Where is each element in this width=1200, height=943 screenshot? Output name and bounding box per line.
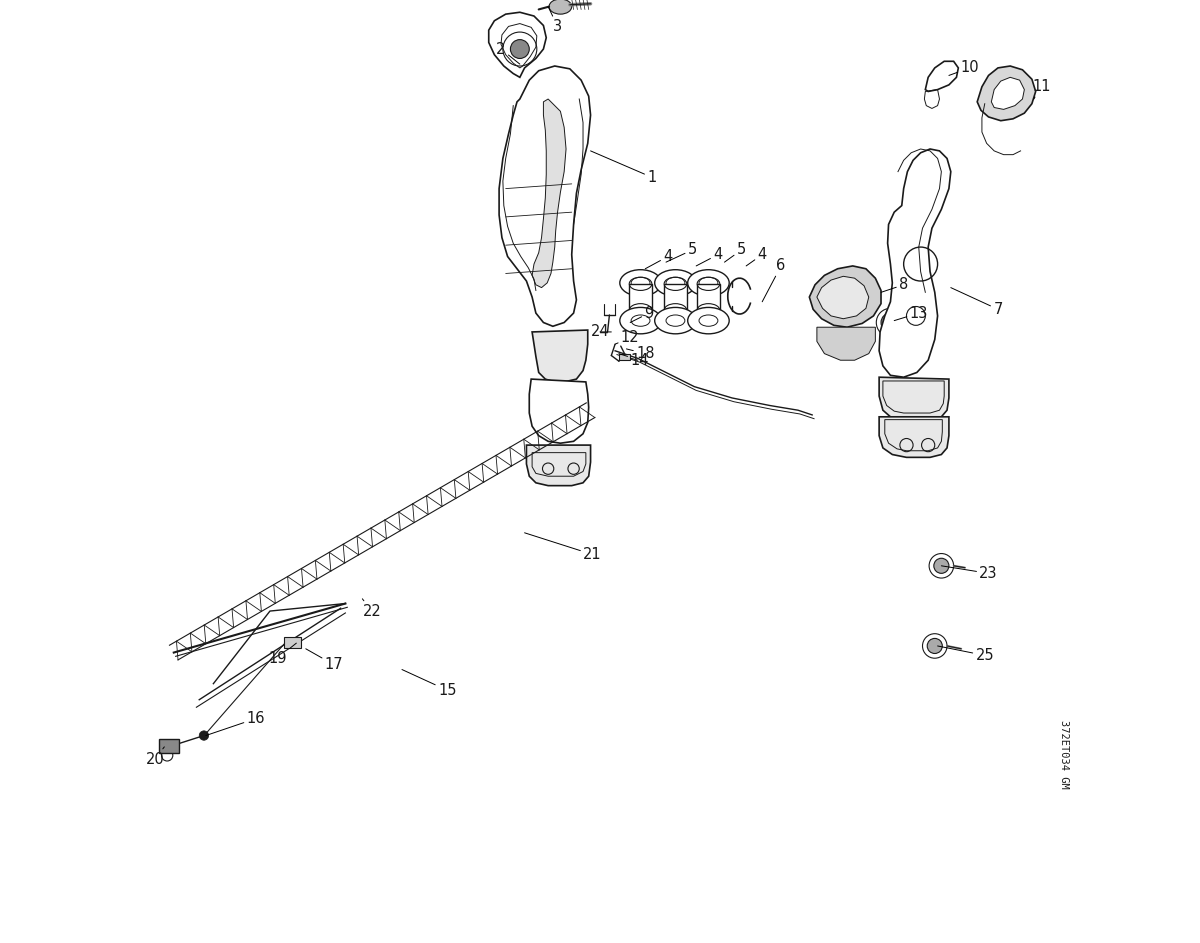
Text: 2: 2 <box>497 41 520 64</box>
Text: 372ET034 GM: 372ET034 GM <box>1058 720 1069 788</box>
Text: 6: 6 <box>762 258 786 302</box>
Polygon shape <box>488 12 546 77</box>
Circle shape <box>881 313 900 332</box>
Polygon shape <box>991 77 1025 109</box>
Text: 23: 23 <box>941 566 997 581</box>
Text: 16: 16 <box>206 711 265 736</box>
Text: 17: 17 <box>306 649 343 672</box>
Text: 21: 21 <box>524 533 601 562</box>
Text: 22: 22 <box>362 599 382 619</box>
Bar <box>629 284 652 310</box>
Text: 11: 11 <box>1032 79 1050 99</box>
Polygon shape <box>809 266 881 327</box>
Polygon shape <box>817 327 875 360</box>
Ellipse shape <box>550 0 571 14</box>
Text: 5: 5 <box>725 242 746 262</box>
Text: 15: 15 <box>402 670 456 698</box>
Polygon shape <box>499 66 590 326</box>
Polygon shape <box>529 379 589 443</box>
Ellipse shape <box>620 307 661 334</box>
Text: 3: 3 <box>548 7 562 34</box>
Text: 4: 4 <box>746 247 767 266</box>
Bar <box>284 637 301 648</box>
Text: 10: 10 <box>949 60 979 75</box>
Ellipse shape <box>655 270 696 296</box>
Bar <box>158 739 180 753</box>
Text: 19: 19 <box>269 643 296 666</box>
Circle shape <box>199 731 209 740</box>
Text: 9: 9 <box>630 306 654 323</box>
Polygon shape <box>880 417 949 457</box>
Bar <box>697 284 720 310</box>
Ellipse shape <box>688 270 730 296</box>
Ellipse shape <box>688 307 730 334</box>
Circle shape <box>928 638 942 653</box>
Polygon shape <box>532 330 588 382</box>
Text: 13: 13 <box>894 306 928 321</box>
Bar <box>664 284 686 310</box>
Circle shape <box>510 40 529 58</box>
Text: 12: 12 <box>616 330 640 345</box>
Polygon shape <box>880 149 950 377</box>
Text: 1: 1 <box>590 151 656 185</box>
Polygon shape <box>532 99 566 288</box>
Text: 20: 20 <box>145 747 164 767</box>
Text: 24: 24 <box>590 324 611 339</box>
Polygon shape <box>527 445 590 486</box>
Text: 14: 14 <box>619 353 649 368</box>
Polygon shape <box>925 61 959 91</box>
Polygon shape <box>880 377 949 420</box>
Text: 4: 4 <box>646 249 672 269</box>
Ellipse shape <box>655 307 696 334</box>
Text: 4: 4 <box>696 247 722 266</box>
Text: 18: 18 <box>626 346 654 361</box>
Bar <box>619 354 630 360</box>
Polygon shape <box>817 276 869 319</box>
Text: 8: 8 <box>881 277 908 292</box>
Text: 5: 5 <box>666 242 697 262</box>
Circle shape <box>630 315 642 326</box>
Text: 7: 7 <box>950 288 1003 317</box>
Polygon shape <box>977 66 1036 121</box>
Circle shape <box>934 558 949 573</box>
Ellipse shape <box>620 270 661 296</box>
Text: 25: 25 <box>937 646 994 663</box>
